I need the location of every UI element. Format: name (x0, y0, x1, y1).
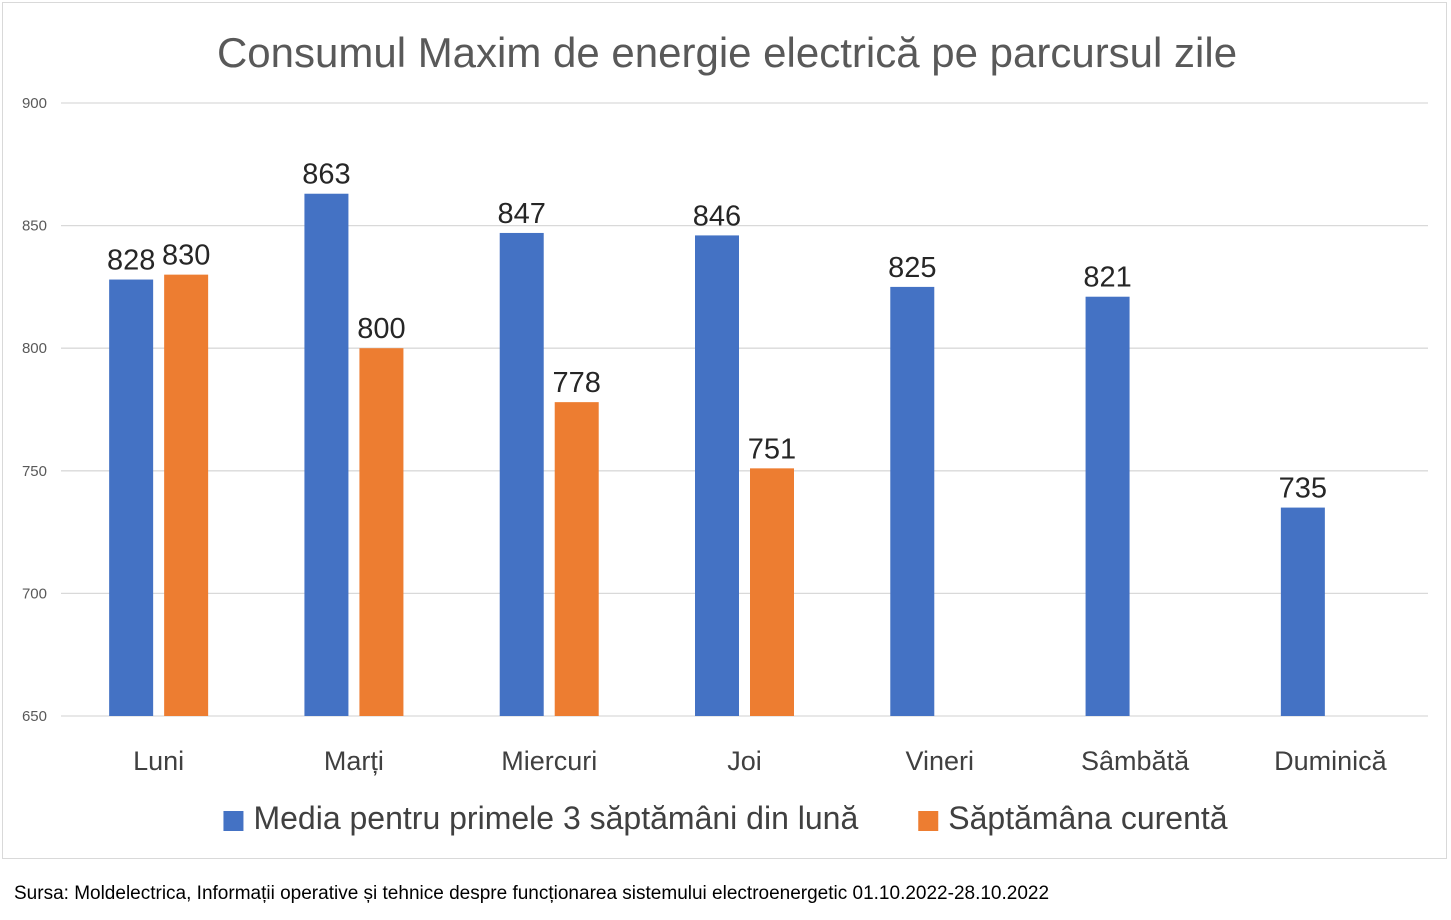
y-tick-label: 850 (22, 218, 47, 235)
data-label: 751 (748, 433, 796, 465)
legend-swatch (918, 811, 939, 831)
x-category-label: Vineri (906, 746, 975, 776)
chart-title: Consumul Maxim de energie electrică pe p… (217, 29, 1237, 76)
source-note: Sursa: Moldelectrica, Informații operati… (14, 883, 1050, 904)
bar-average-5 (1085, 296, 1130, 716)
y-tick-label: 900 (22, 95, 47, 112)
x-category-label: Joi (727, 746, 762, 776)
legend: Media pentru primele 3 săptămâni din lun… (223, 800, 1228, 836)
x-category-label: Duminică (1274, 746, 1388, 776)
bar-current-1 (359, 348, 404, 716)
legend-item: Media pentru primele 3 săptămâni din lun… (223, 800, 858, 836)
legend-swatch (223, 811, 244, 831)
data-label: 778 (553, 367, 601, 399)
bar-average-2 (499, 232, 544, 716)
chart-frame: Consumul Maxim de energie electrică pe p… (2, 2, 1447, 859)
y-tick-label: 650 (22, 708, 47, 725)
data-label: 735 (1279, 473, 1327, 505)
y-tick-label: 750 (22, 463, 47, 480)
gridlines (61, 102, 1428, 717)
bar-average-3 (695, 235, 739, 716)
bars (109, 193, 1325, 716)
bar-average-0 (109, 279, 154, 716)
bar-average-1 (304, 193, 349, 716)
legend-label: Săptămâna curentă (948, 800, 1228, 836)
x-category-label: Sâmbătă (1081, 746, 1190, 776)
data-label: 800 (357, 313, 405, 345)
data-label: 847 (498, 198, 546, 230)
bar-chart: Consumul Maxim de energie electrică pe p… (22, 29, 1428, 836)
y-axis-ticks: 650 700 750 800 850 900 (22, 95, 47, 725)
bar-average-6 (1280, 507, 1325, 716)
data-label: 825 (888, 252, 936, 284)
x-axis-categories: Luni Marți Miercuri Joi Vineri Sâmbătă Duminic… (133, 746, 1387, 776)
data-label: 846 (693, 200, 741, 232)
data-labels: 828 830 863 800 847 778 846 751 825 821 735 (107, 159, 1327, 505)
y-tick-label: 800 (22, 340, 47, 357)
bar-current-2 (554, 402, 599, 716)
x-category-label: Luni (133, 746, 184, 776)
x-category-label: Miercuri (501, 746, 597, 776)
x-category-label: Marți (324, 746, 384, 776)
bar-current-0 (164, 274, 209, 716)
legend-item: Săptămâna curentă (918, 800, 1228, 836)
bar-average-4 (890, 286, 935, 716)
data-label: 821 (1083, 262, 1131, 294)
bar-current-3 (750, 468, 794, 716)
data-label: 828 (107, 245, 155, 277)
y-tick-label: 700 (22, 585, 47, 602)
legend-label: Media pentru primele 3 săptămâni din lun… (253, 800, 858, 836)
data-label: 863 (302, 159, 350, 191)
data-label: 830 (162, 240, 210, 272)
